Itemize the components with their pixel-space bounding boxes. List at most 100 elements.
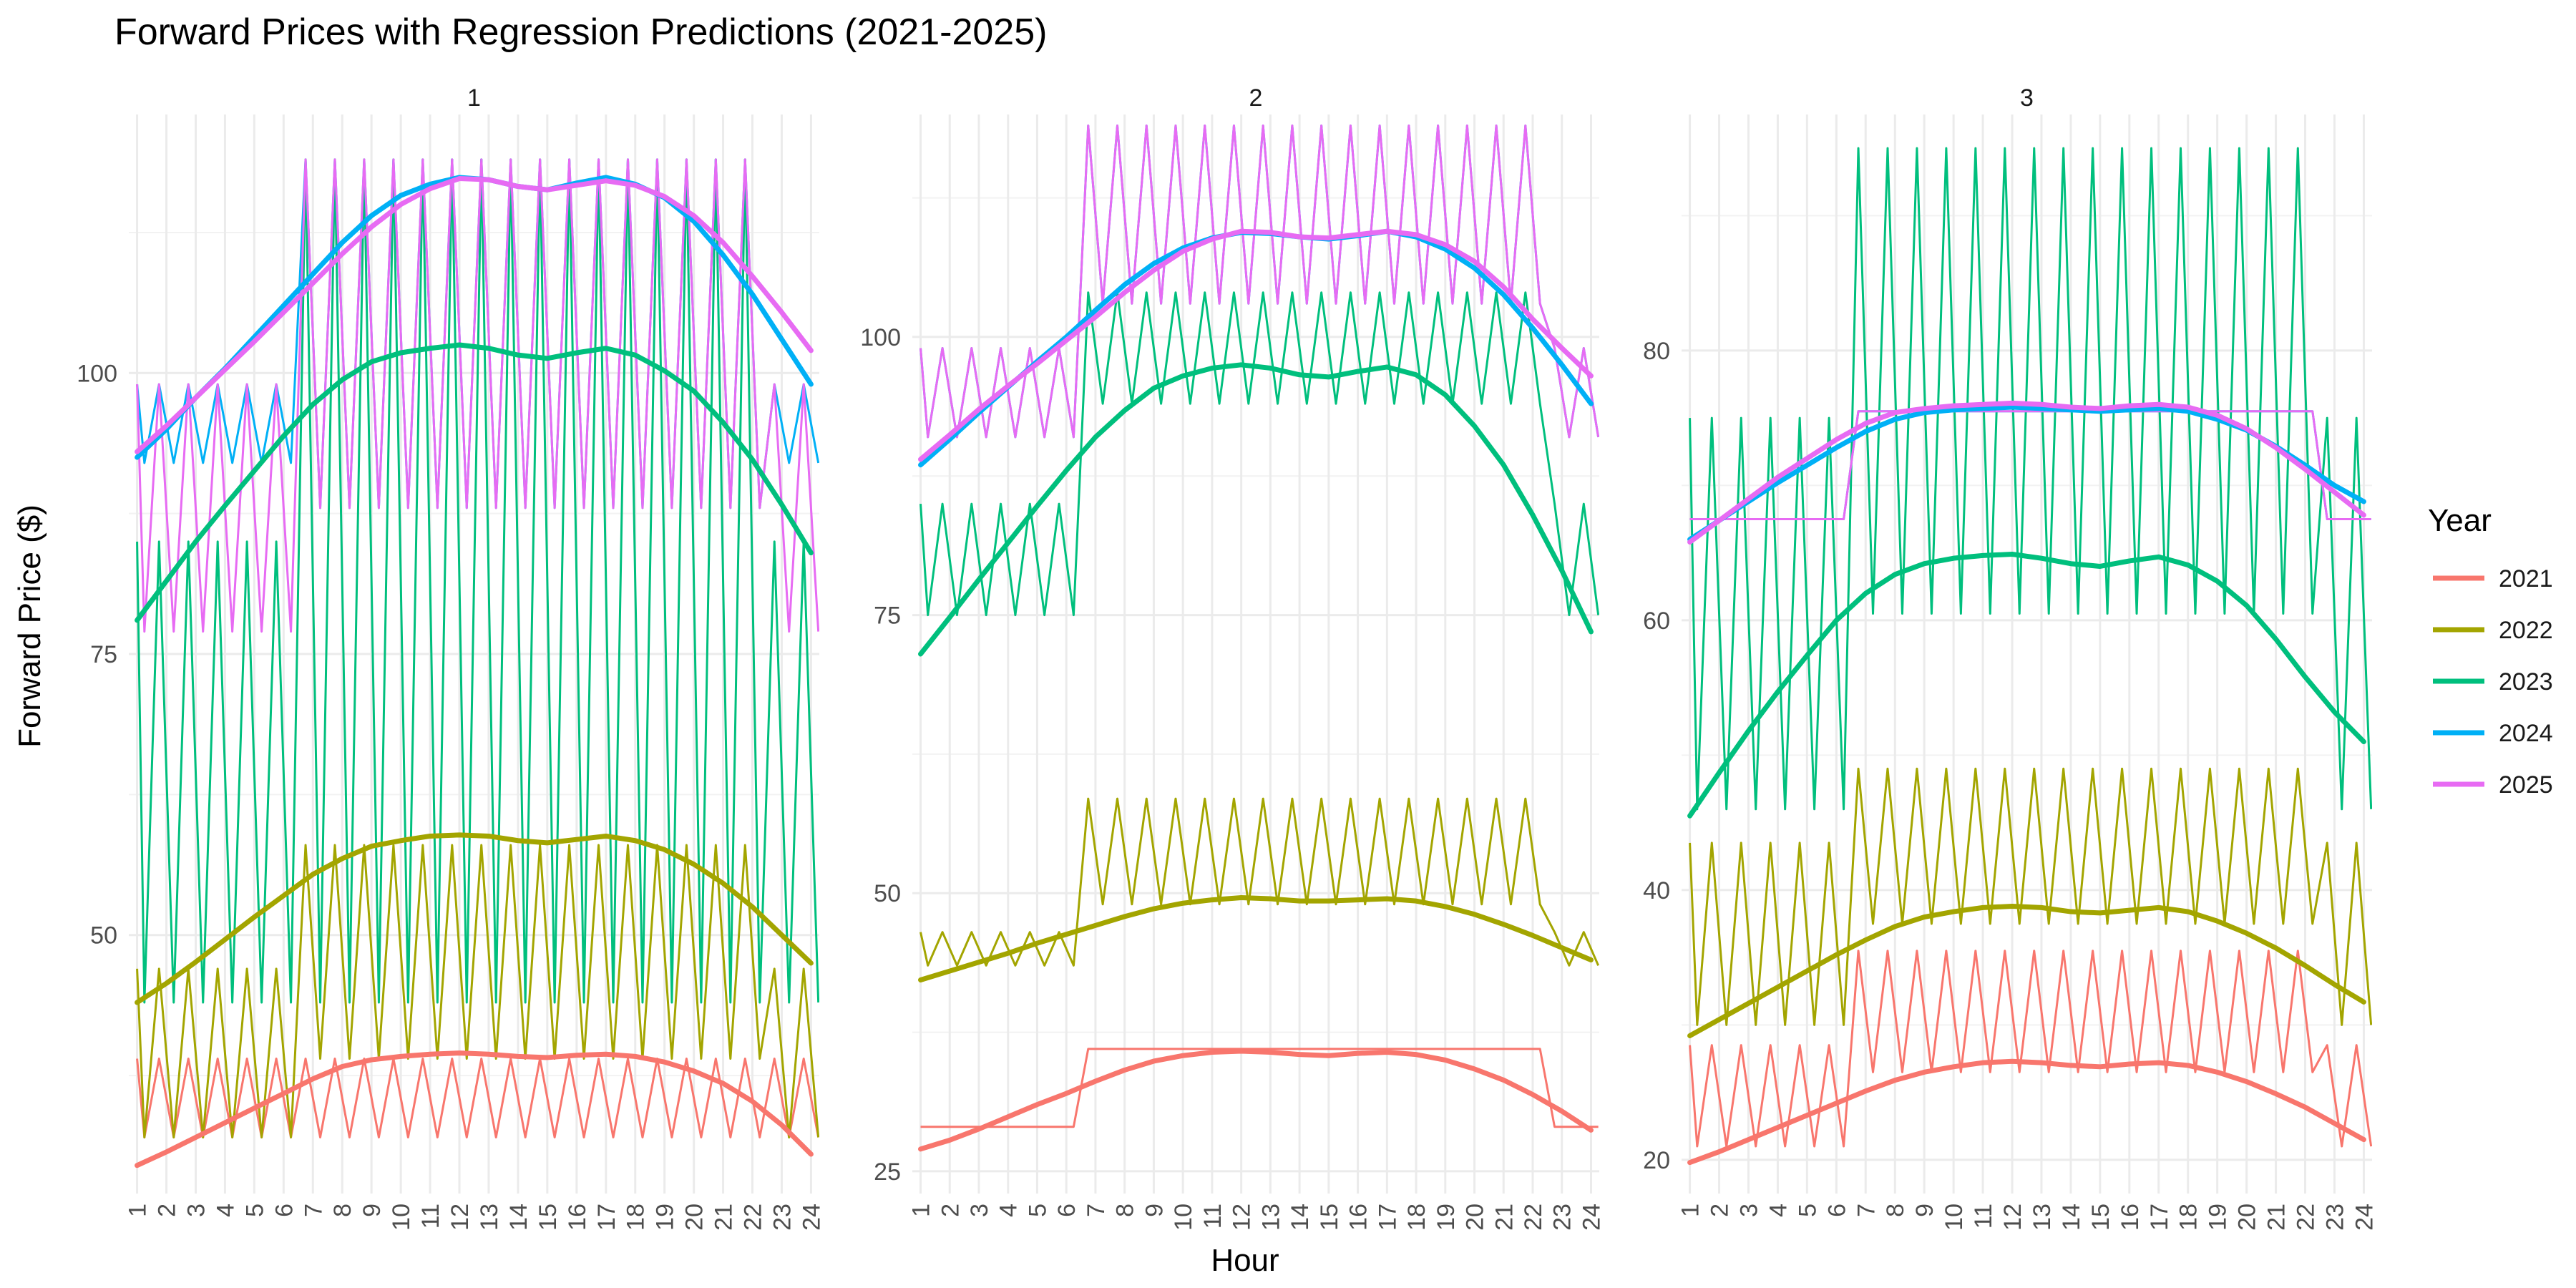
x-axis-title: Hour bbox=[1211, 1243, 1279, 1278]
x-tick-label: 16 bbox=[564, 1204, 591, 1231]
raw-line-2022 bbox=[919, 797, 1599, 967]
x-tick-label: 10 bbox=[1941, 1204, 1968, 1231]
y-tick-label: 50 bbox=[874, 880, 901, 907]
x-tick-label: 15 bbox=[2087, 1204, 2114, 1231]
x-tick-label: 10 bbox=[1170, 1204, 1197, 1231]
y-tick-label: 60 bbox=[1643, 608, 1670, 635]
regression-line-2021 bbox=[1687, 1058, 2366, 1166]
facet-strip-label: 3 bbox=[2020, 84, 2034, 112]
legend-label: 2025 bbox=[2499, 771, 2553, 799]
y-tick-label: 100 bbox=[77, 360, 117, 387]
regression-lines bbox=[135, 175, 814, 1169]
x-tick-label: 16 bbox=[2117, 1204, 2144, 1231]
x-tick-label: 21 bbox=[1491, 1204, 1518, 1231]
raw-price-lines bbox=[1689, 147, 2372, 1148]
legend-item-2024: 2024 bbox=[2433, 720, 2553, 747]
x-tick-label: 19 bbox=[2205, 1204, 2232, 1231]
y-tick-label: 100 bbox=[860, 324, 901, 351]
raw-line-2023 bbox=[919, 291, 1599, 617]
regression-line-2025 bbox=[1687, 400, 2366, 545]
x-tick-label: 6 bbox=[1053, 1204, 1080, 1217]
gridlines bbox=[912, 114, 1599, 1194]
x-tick-label: 8 bbox=[1112, 1204, 1139, 1217]
x-tick-label: 7 bbox=[1853, 1204, 1880, 1217]
x-tick-label: 19 bbox=[1433, 1204, 1460, 1231]
raw-line-2021 bbox=[1689, 950, 2372, 1148]
x-tick-label: 15 bbox=[535, 1204, 562, 1231]
x-tick-label: 24 bbox=[798, 1204, 825, 1231]
x-tick-label: 14 bbox=[1287, 1204, 1314, 1231]
x-tick-label: 2 bbox=[937, 1204, 964, 1217]
x-tick-label: 20 bbox=[1462, 1204, 1489, 1231]
y-axis-title: Forward Price ($) bbox=[12, 504, 47, 748]
raw-line-2023 bbox=[136, 158, 819, 1004]
x-tick-label: 5 bbox=[241, 1204, 268, 1217]
facet-strip-label: 1 bbox=[467, 84, 481, 112]
raw-price-lines bbox=[919, 125, 1599, 1128]
x-tick-label: 23 bbox=[769, 1204, 796, 1231]
regression-lines bbox=[918, 228, 1594, 1152]
raw-line-2021 bbox=[920, 1048, 1599, 1128]
x-tick-label: 22 bbox=[2293, 1204, 2320, 1231]
x-tick-label: 5 bbox=[1024, 1204, 1051, 1217]
x-tick-label: 18 bbox=[1403, 1204, 1430, 1231]
regression-line-2023 bbox=[918, 362, 1594, 657]
legend-title: Year bbox=[2428, 503, 2492, 538]
y-tick-label: 20 bbox=[1643, 1147, 1670, 1174]
y-tick-label: 75 bbox=[874, 602, 901, 630]
x-tick-label: 1 bbox=[1677, 1204, 1704, 1217]
x-tick-label: 24 bbox=[1578, 1204, 1605, 1231]
legend-label: 2021 bbox=[2499, 565, 2553, 592]
x-tick-label: 3 bbox=[966, 1204, 993, 1217]
regression-line-2023 bbox=[135, 342, 814, 623]
legend-item-2021: 2021 bbox=[2433, 565, 2553, 592]
x-tick-label: 3 bbox=[182, 1204, 210, 1217]
y-tick-label: 25 bbox=[874, 1158, 901, 1186]
regression-line-2023 bbox=[1687, 552, 2366, 819]
x-tick-label: 5 bbox=[1794, 1204, 1821, 1217]
raw-line-2023 bbox=[1689, 147, 2372, 811]
regression-line-2022 bbox=[135, 832, 814, 1005]
x-tick-label: 13 bbox=[2029, 1204, 2056, 1231]
y-tick-label: 40 bbox=[1643, 877, 1670, 904]
regression-line-2022 bbox=[918, 894, 1594, 983]
x-tick-label: 9 bbox=[1141, 1204, 1168, 1217]
raw-price-lines bbox=[136, 158, 819, 1138]
x-tick-label: 14 bbox=[505, 1204, 532, 1231]
x-tick-label: 11 bbox=[417, 1204, 444, 1229]
x-tick-label: 17 bbox=[1374, 1204, 1401, 1231]
x-tick-label: 22 bbox=[1520, 1204, 1547, 1231]
raw-line-2025 bbox=[136, 158, 819, 633]
x-tick-label: 6 bbox=[1823, 1204, 1850, 1217]
x-tick-label: 19 bbox=[652, 1204, 679, 1231]
facet-strip-label: 2 bbox=[1249, 84, 1263, 112]
legend-item-2022: 2022 bbox=[2433, 617, 2553, 644]
x-tick-label: 15 bbox=[1316, 1204, 1343, 1231]
chart-title: Forward Prices with Regression Predictio… bbox=[114, 11, 1047, 53]
legend-label: 2023 bbox=[2499, 668, 2553, 696]
x-tick-label: 4 bbox=[212, 1204, 239, 1217]
x-tick-label: 20 bbox=[2234, 1204, 2261, 1231]
y-tick-label: 80 bbox=[1643, 338, 1670, 365]
x-tick-label: 2 bbox=[1707, 1204, 1734, 1217]
x-tick-label: 23 bbox=[1549, 1204, 1576, 1231]
x-tick-label: 14 bbox=[2058, 1204, 2085, 1231]
x-tick-label: 12 bbox=[1229, 1204, 1256, 1231]
x-tick-label: 21 bbox=[2263, 1204, 2290, 1231]
regression-line-2025 bbox=[135, 176, 814, 454]
x-tick-label: 11 bbox=[1199, 1204, 1226, 1229]
x-tick-label: 17 bbox=[2146, 1204, 2173, 1231]
x-tick-label: 18 bbox=[2175, 1204, 2202, 1231]
x-tick-label: 2 bbox=[154, 1204, 181, 1217]
x-tick-label: 21 bbox=[711, 1204, 738, 1231]
x-tick-label: 20 bbox=[681, 1204, 708, 1231]
x-tick-label: 24 bbox=[2351, 1204, 2378, 1231]
x-tick-label: 16 bbox=[1345, 1204, 1372, 1231]
x-tick-label: 12 bbox=[447, 1204, 474, 1231]
raw-line-2022 bbox=[1689, 767, 2372, 1026]
regression-line-2021 bbox=[135, 1050, 814, 1169]
